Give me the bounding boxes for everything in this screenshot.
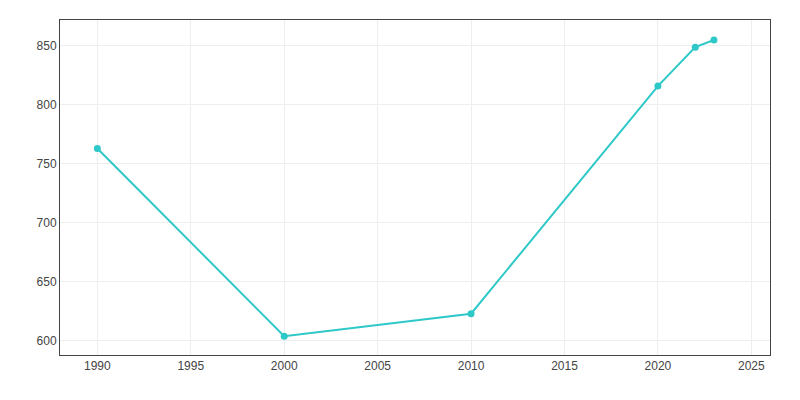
svg-text:2010: 2010 [458, 359, 485, 373]
svg-text:2025: 2025 [738, 359, 765, 373]
svg-text:2000: 2000 [271, 359, 298, 373]
svg-text:2005: 2005 [364, 359, 391, 373]
svg-text:650: 650 [37, 275, 57, 289]
svg-text:1990: 1990 [84, 359, 111, 373]
svg-text:800: 800 [37, 98, 57, 112]
svg-text:600: 600 [37, 334, 57, 348]
svg-text:750: 750 [37, 157, 57, 171]
svg-text:700: 700 [37, 216, 57, 230]
svg-text:2020: 2020 [645, 359, 672, 373]
svg-text:1995: 1995 [177, 359, 204, 373]
svg-text:2015: 2015 [551, 359, 578, 373]
svg-text:850: 850 [37, 39, 57, 53]
